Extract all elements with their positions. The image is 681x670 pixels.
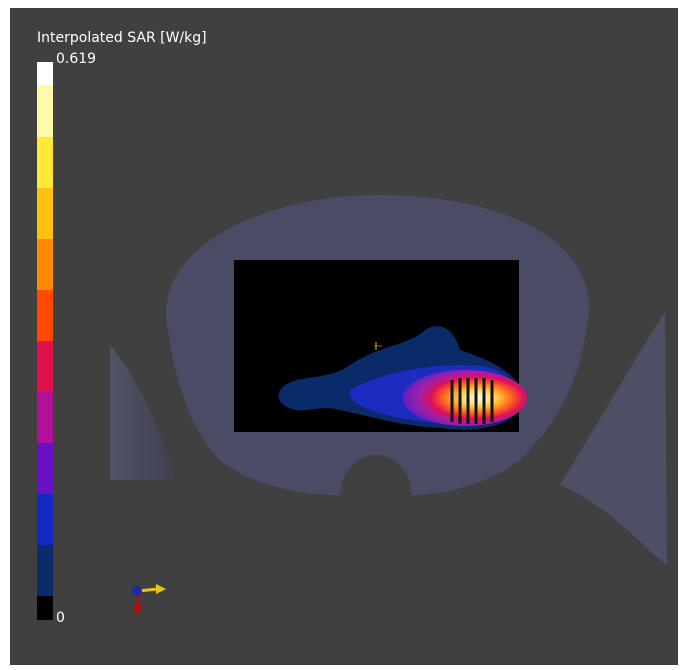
antenna-elements xyxy=(450,378,494,424)
colorbar-title: Interpolated SAR [W/kg] xyxy=(37,30,207,46)
colorbar-max: 0.619 xyxy=(56,51,96,67)
orientation-axes xyxy=(132,584,166,616)
left-limb xyxy=(110,345,175,480)
colorbar-min: 0 xyxy=(56,610,65,626)
right-limb xyxy=(560,312,667,565)
sar-peak xyxy=(403,370,527,426)
marker xyxy=(374,342,382,350)
colorbar xyxy=(37,62,53,620)
